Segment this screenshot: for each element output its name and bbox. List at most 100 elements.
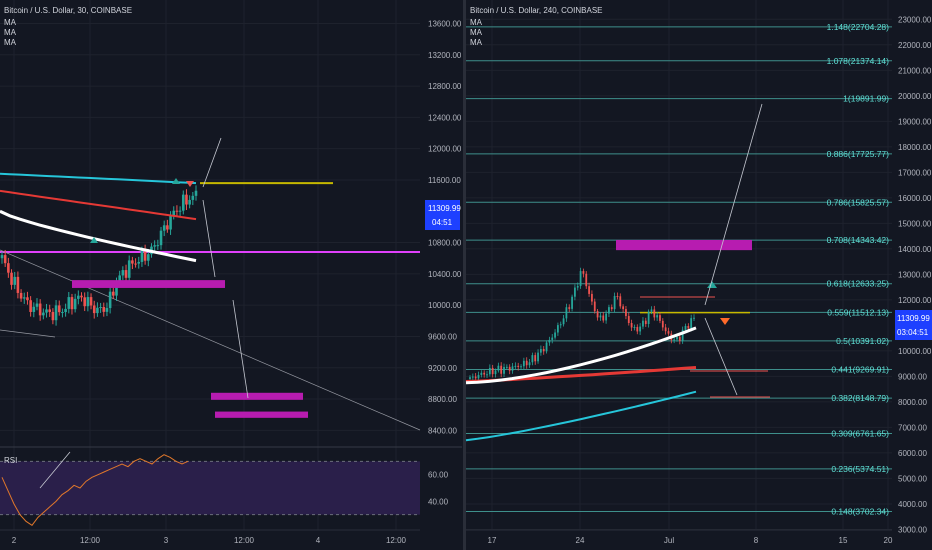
candle-body <box>503 366 505 374</box>
candle-body <box>159 230 163 246</box>
supply-zone <box>616 239 752 251</box>
right-price-tick: 10000.00 <box>898 347 932 356</box>
right-price-tick: 3000.00 <box>898 525 927 534</box>
candle-body <box>42 312 45 316</box>
right-price-tick: 4000.00 <box>898 500 927 509</box>
left-plot-background <box>0 0 420 550</box>
candle-body <box>7 263 10 273</box>
candle-body <box>38 303 42 316</box>
fib-level-label: 0.886(17725.77) <box>827 149 890 159</box>
right-ma-label-3[interactable]: MA <box>470 38 483 47</box>
candle-body <box>619 296 622 307</box>
candle-body <box>596 311 599 318</box>
candle-body <box>188 199 191 205</box>
rsi-line <box>1 454 189 527</box>
candle-body <box>480 372 483 375</box>
candle-body <box>525 360 528 366</box>
right-price-tick: 22000.00 <box>898 41 932 50</box>
candle-body <box>80 295 83 298</box>
candle-body <box>545 342 548 352</box>
left-chart-panel[interactable]: Bitcoin / U.S. Dollar, 30, COINBASE MA M… <box>0 0 462 550</box>
panel-divider[interactable] <box>463 0 466 550</box>
candle-body <box>471 376 474 378</box>
candle-body <box>51 311 55 321</box>
candle-body <box>169 215 172 230</box>
candle-body <box>469 377 471 379</box>
candle-body <box>664 327 667 332</box>
right-price-tick: 8000.00 <box>898 398 927 407</box>
candle-body <box>636 327 639 332</box>
fib-level-label: 0.236(5374.51) <box>831 464 889 474</box>
candle-body <box>647 311 650 324</box>
descending-trendline <box>0 249 421 431</box>
right-time-tick: 20 <box>884 536 893 545</box>
candle-body <box>178 210 182 212</box>
candle-body <box>166 225 169 230</box>
candle-body <box>537 352 539 362</box>
left-ma-label-1[interactable]: MA <box>4 18 17 27</box>
candle-body <box>137 261 141 264</box>
right-chart-panel[interactable]: 1.148(22704.28) 1.078(21374.14) 1(19891.99… <box>465 0 932 545</box>
supply-demand-zone <box>72 280 225 288</box>
right-time-tick: Jul <box>664 536 674 545</box>
candle-body <box>650 309 653 312</box>
candle-body <box>77 295 80 299</box>
candle-body <box>520 366 522 368</box>
candle-body <box>591 293 593 302</box>
right-price-axis[interactable]: 23000.00 22000.00 21000.00 20000.00 19000.00… <box>898 15 932 534</box>
candle-body <box>16 276 20 293</box>
fib-level-label: 0.382(8148.79) <box>831 393 889 403</box>
left-last-price-badge <box>425 200 460 230</box>
rsi-projection-line <box>39 451 71 489</box>
candle-body <box>131 260 134 264</box>
candle-body <box>105 308 109 312</box>
candle-body <box>112 291 115 296</box>
candle-body <box>559 324 562 326</box>
candle-body <box>565 307 568 319</box>
candle-body <box>556 325 559 333</box>
projection-line <box>202 137 222 188</box>
candle-body <box>127 260 131 278</box>
candle-body <box>124 270 128 278</box>
right-ma-label-1[interactable]: MA <box>470 18 483 27</box>
right-last-price-badge <box>895 310 932 340</box>
candle-body <box>26 297 29 301</box>
left-time-axis[interactable]: 2 12:00 3 12:00 4 12:00 <box>0 529 420 545</box>
right-price-tick: 9000.00 <box>898 372 927 381</box>
up-arrow-marker <box>172 178 180 184</box>
candle-body <box>571 296 573 309</box>
candle-body <box>673 339 676 341</box>
candle-body <box>477 374 480 379</box>
left-time-tick: 3 <box>164 536 169 545</box>
fib-level-label: 0.441(9269.91) <box>831 365 889 375</box>
candle-body <box>67 297 71 309</box>
left-ma-label-2[interactable]: MA <box>4 28 17 37</box>
candle-body <box>96 307 99 314</box>
left-moving-averages <box>0 172 197 263</box>
right-countdown: 03:04:51 <box>897 328 929 337</box>
candle-body <box>548 339 551 343</box>
left-price-tick: 10400.00 <box>428 270 462 279</box>
fib-level-label: 0.309(6761.65) <box>831 428 889 438</box>
candle-body <box>534 355 537 362</box>
candle-body <box>517 365 520 367</box>
left-annotations <box>39 137 308 489</box>
left-price-axis[interactable]: 13600.00 13200.00 12800.00 12400.00 12000.00… <box>428 19 462 506</box>
candle-body <box>121 270 125 276</box>
left-price-tick: 12800.00 <box>428 82 462 91</box>
right-time-axis[interactable]: 17 24 Jul 8 15 20 <box>466 529 893 545</box>
candle-body <box>35 303 39 307</box>
left-time-tick: 12:00 <box>386 536 407 545</box>
trendline-stub <box>0 329 56 338</box>
candle-body <box>162 225 166 231</box>
left-ma-label-3[interactable]: MA <box>4 38 17 47</box>
right-ma-label-2[interactable]: MA <box>470 28 483 37</box>
candle-body <box>191 195 195 200</box>
candle-body <box>582 271 585 274</box>
candle-body <box>92 305 96 314</box>
left-price-tick: 8800.00 <box>428 395 457 404</box>
right-time-tick: 8 <box>754 536 759 545</box>
fib-level-label: 0.559(11512.13) <box>827 307 889 317</box>
right-time-tick: 24 <box>576 536 585 545</box>
candle-body <box>568 307 571 309</box>
